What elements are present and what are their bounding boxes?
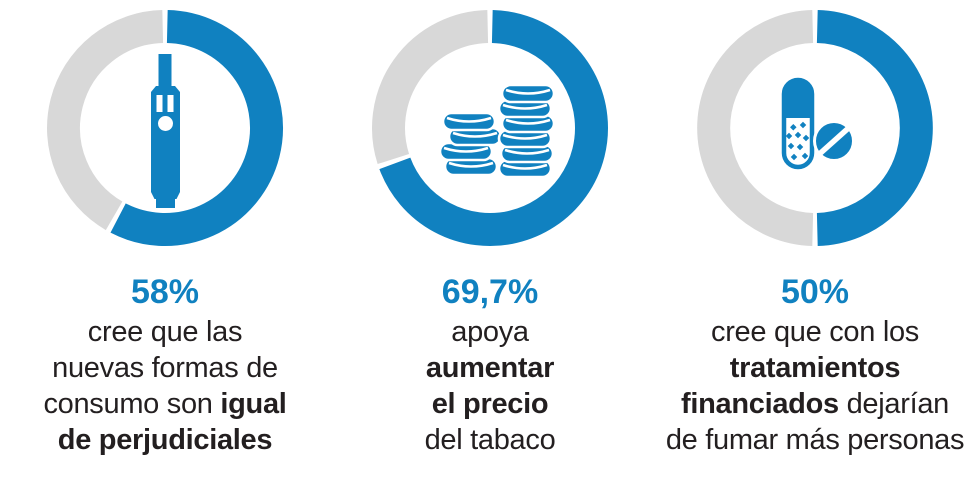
donut-chart-price: [372, 10, 608, 246]
donut-chart-vaping: [47, 10, 283, 246]
donut-value-arc: [110, 10, 283, 246]
description-line: tratamientos: [729, 352, 901, 384]
pills-icon: [781, 77, 855, 170]
donut-track-arc: [697, 10, 814, 246]
description-text: cree que las nuevas formas de consumo son …: [0, 314, 330, 458]
description-line: consumo son igual: [43, 388, 287, 420]
donut-track-arc: [372, 10, 489, 165]
description-line: financiados dejarían: [680, 388, 949, 420]
percent-label: 69,7%: [441, 273, 539, 311]
donut-value-arc: [816, 10, 933, 246]
donut-chart-treatments: [697, 10, 933, 246]
description-line: de fumar más personas: [665, 424, 965, 456]
description-line: de perjudiciales: [57, 424, 273, 456]
stat-column-price: 69,7% apoya aumentar el precio del tabaco: [330, 0, 650, 482]
description-line: apoya: [451, 316, 529, 348]
percent-label: 58%: [130, 273, 200, 311]
vape-icon: [151, 54, 180, 208]
description-line: cree que con los: [711, 316, 919, 348]
donut-track-arc: [47, 10, 164, 231]
coins-icon: [438, 83, 556, 179]
stat-column-treatments: 50% cree que con los tratamientos financia…: [650, 0, 980, 482]
description-text: cree que con los tratamientos financiados …: [650, 314, 980, 458]
description-line: del tabaco: [424, 424, 556, 456]
description-line: el precio: [431, 388, 549, 420]
description-line: nuevas formas de: [52, 352, 278, 384]
description-line: cree que las: [87, 316, 243, 348]
description-text: apoya aumentar el precio del tabaco: [330, 314, 650, 458]
description-line: aumentar: [425, 352, 555, 384]
donut-value-arc: [379, 10, 608, 246]
stat-column-vaping: 58% cree que las nuevas formas de consumo …: [0, 0, 330, 482]
percent-label: 50%: [780, 273, 850, 311]
capsule-granules: [785, 121, 810, 161]
